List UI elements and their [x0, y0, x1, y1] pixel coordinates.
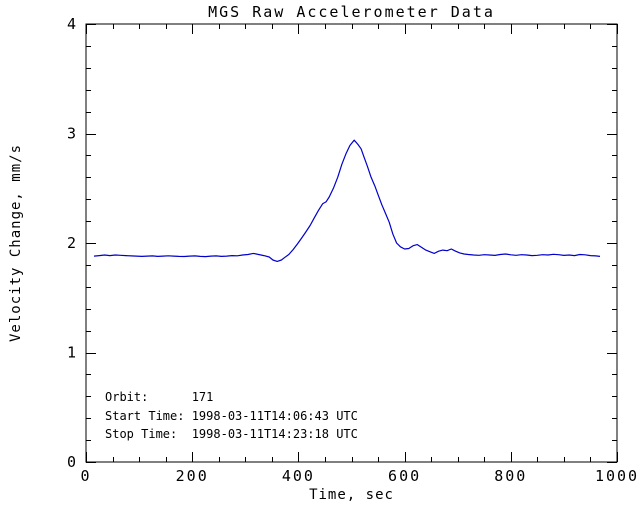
y-tick-label: 4	[67, 15, 78, 33]
annotation-stop-time: Stop Time: 1998-03-11T14:23:18 UTC	[105, 427, 358, 441]
x-tick-label: 600	[388, 467, 421, 485]
x-tick-label: 200	[176, 467, 209, 485]
y-tick-label: 1	[67, 344, 78, 362]
annotation-orbit: Orbit: 171	[105, 390, 214, 404]
y-tick-label: 0	[67, 453, 78, 471]
chart-title: MGS Raw Accelerometer Data	[208, 3, 495, 21]
x-tick-label: 1000	[595, 467, 639, 485]
x-tick-label: 800	[494, 467, 527, 485]
x-tick-label: 400	[282, 467, 315, 485]
y-tick-label: 3	[67, 125, 78, 143]
data-line	[93, 139, 601, 262]
y-tick-label: 2	[67, 234, 78, 252]
y-axis-label: Velocity Change, mm/s	[8, 143, 24, 343]
x-tick-label: 0	[80, 467, 91, 485]
x-axis-label: Time, sec	[309, 487, 394, 503]
annotation-start-time: Start Time: 1998-03-11T14:06:43 UTC	[105, 408, 358, 423]
annotation-block: Orbit: 171 Start Time: 1998-03-11T14:06:…	[105, 388, 358, 444]
